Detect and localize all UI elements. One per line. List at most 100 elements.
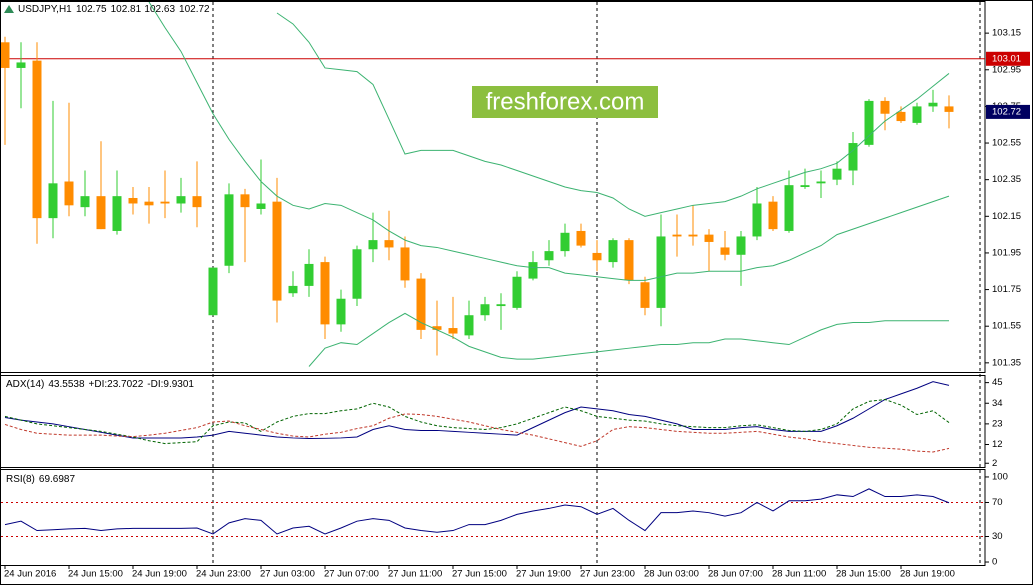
indicator-line (4, 413, 950, 453)
candle-body (736, 236, 746, 255)
y-tick-label: 103.15 (992, 28, 1021, 39)
rsi-header: RSI(8) 69.6987 (6, 474, 75, 485)
y-tick-label: 102.55 (992, 138, 1021, 149)
candle-body (528, 262, 538, 279)
x-tick-label: 27 Jun 07:00 (324, 569, 379, 580)
x-tick-label: 24 Jun 23:00 (196, 569, 251, 580)
candle-body (608, 240, 618, 263)
candle-body (464, 315, 474, 336)
x-tick-label: 24 Jun 15:00 (68, 569, 123, 580)
candle-body (304, 263, 314, 286)
candle-body (112, 196, 122, 231)
candle-body (672, 234, 682, 237)
candle-body (432, 326, 442, 330)
y-tick-label: 101.75 (992, 284, 1021, 295)
candle-body (624, 240, 634, 281)
candle-body (368, 240, 378, 250)
pdi-name: +DI: (89, 379, 108, 390)
candle-body (224, 194, 234, 266)
candle-body (688, 234, 698, 237)
watermark-box (472, 86, 658, 118)
y-tick-label: 100 (992, 471, 1008, 482)
candle-body (880, 100, 890, 114)
candle-body (400, 247, 410, 281)
plot-area (1, 488, 985, 538)
x-tick-label: 28 Jun 15:00 (836, 569, 891, 580)
x-tick-label: 28 Jun 07:00 (708, 569, 763, 580)
x-tick-label: 28 Jun 11:00 (772, 569, 826, 580)
y-tick-label: 23 (992, 418, 1003, 429)
candle-body (768, 201, 778, 230)
mdi-value: 9.9301 (163, 379, 194, 390)
candle-body (480, 304, 490, 316)
y-tick-label: 101.35 (992, 357, 1021, 368)
candle-body (144, 201, 154, 206)
adx-value: 43.5538 (48, 379, 85, 390)
x-tick-label: 27 Jun 23:00 (580, 569, 635, 580)
candle-body (96, 196, 106, 230)
candle-body (352, 249, 362, 299)
candle-body (912, 106, 922, 123)
indicator-line (4, 488, 950, 535)
candle-body (848, 143, 858, 171)
candle-body (336, 298, 346, 325)
x-tick-label: 27 Jun 15:00 (452, 569, 507, 580)
candle-body (176, 196, 186, 204)
candle-body (448, 328, 458, 334)
y-tick-label: 102.95 (992, 64, 1021, 75)
y-tick-label: 70 (992, 497, 1003, 508)
y-tick-label: 102.35 (992, 174, 1021, 185)
mdi-name: -DI: (147, 379, 163, 390)
candle-body (64, 181, 74, 206)
y-tick-label: 34 (992, 398, 1003, 409)
bollinger-band (148, 2, 950, 281)
x-tick-label: 24 Jun 19:00 (132, 569, 187, 580)
candle-body (656, 236, 666, 308)
candle-body (512, 276, 522, 308)
pdi-value: 23.7022 (107, 379, 144, 390)
close-value: 102.72 (179, 4, 210, 15)
y-tick-label: 101.95 (992, 247, 1021, 258)
y-tick-label: 45 (992, 377, 1003, 388)
candle-body (544, 251, 554, 261)
symbol-icon (4, 5, 14, 13)
candle-body (944, 106, 954, 112)
adx-name: ADX(14) (6, 379, 44, 390)
candle-body (320, 262, 330, 325)
candle-body (384, 240, 394, 248)
candle-body (32, 60, 42, 219)
rsi-panel (0, 469, 986, 566)
symbol: USDJPY,H1 (18, 4, 72, 15)
main-panel (0, 1, 986, 373)
candle-body (576, 230, 586, 246)
y-tick-label: 102.15 (992, 211, 1021, 222)
candle-body (864, 100, 874, 145)
y-tick-label: 12 (992, 439, 1003, 450)
candle-body (240, 194, 250, 208)
candle-body (560, 232, 570, 252)
candle-body (592, 252, 602, 261)
bollinger-band (276, 12, 950, 217)
candle-body (896, 111, 906, 122)
candle-body (160, 201, 170, 204)
plot-area (4, 381, 950, 453)
high-value: 102.81 (111, 4, 142, 15)
candle-body (192, 196, 202, 208)
candle-body (832, 168, 842, 180)
x-tick-label: 27 Jun 11:00 (388, 569, 442, 580)
candle-body (752, 203, 762, 237)
candle-body (416, 278, 426, 330)
adx-header: ADX(14) 43.5538 +DI:23.7022 -DI:9.9301 (6, 379, 194, 390)
low-value: 102.63 (144, 4, 175, 15)
watermark: freshforex.com (486, 88, 645, 115)
price-line-box (986, 51, 1030, 66)
candle-body (800, 185, 810, 187)
y-tick-label: 30 (992, 531, 1003, 542)
candle-body (288, 285, 298, 294)
candle-body (928, 102, 938, 107)
candle-body (128, 197, 138, 204)
candle-body (496, 304, 506, 307)
adx-panel (0, 375, 986, 468)
last-price-label: 102.72 (992, 106, 1021, 117)
x-tick-label: 28 Jun 19:00 (900, 569, 955, 580)
